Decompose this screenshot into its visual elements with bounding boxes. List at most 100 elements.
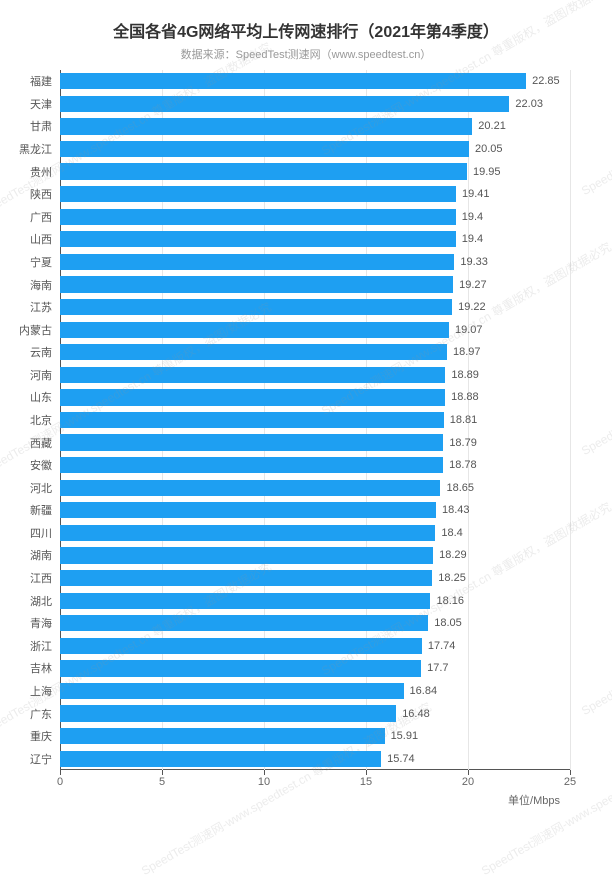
category-label: 青海 <box>30 615 60 631</box>
bar-row: 内蒙古19.07 <box>60 322 570 338</box>
value-label: 18.05 <box>428 617 462 629</box>
value-label: 19.22 <box>452 301 486 313</box>
bar <box>60 547 433 563</box>
value-label: 15.74 <box>381 753 415 765</box>
bar <box>60 638 422 654</box>
category-label: 广西 <box>30 209 60 225</box>
xtick-label: 5 <box>159 776 165 788</box>
bar <box>60 344 447 360</box>
bar-row: 上海16.84 <box>60 683 570 699</box>
bar-row: 河南18.89 <box>60 367 570 383</box>
bar <box>60 728 385 744</box>
bar-row: 新疆18.43 <box>60 502 570 518</box>
category-label: 黑龙江 <box>19 141 60 157</box>
value-label: 18.16 <box>430 595 464 607</box>
category-label: 西藏 <box>30 435 60 451</box>
bar <box>60 660 421 676</box>
bar-row: 重庆15.91 <box>60 728 570 744</box>
category-label: 甘肃 <box>30 118 60 134</box>
category-label: 天津 <box>30 96 60 112</box>
bar-row: 辽宁15.74 <box>60 751 570 767</box>
bar <box>60 118 472 134</box>
category-label: 贵州 <box>30 164 60 180</box>
bar-row: 四川18.4 <box>60 525 570 541</box>
bar-row: 湖北18.16 <box>60 593 570 609</box>
value-label: 22.85 <box>526 75 560 87</box>
bar <box>60 299 452 315</box>
value-label: 19.4 <box>456 233 483 245</box>
category-label: 辽宁 <box>30 751 60 767</box>
category-label: 陕西 <box>30 186 60 202</box>
value-label: 18.25 <box>432 572 466 584</box>
xtick-label: 25 <box>564 776 576 788</box>
bar-row: 山西19.4 <box>60 231 570 247</box>
bar-row: 甘肃20.21 <box>60 118 570 134</box>
category-label: 山东 <box>30 389 60 405</box>
bar <box>60 254 454 270</box>
value-label: 18.97 <box>447 346 481 358</box>
category-label: 湖南 <box>30 547 60 563</box>
value-label: 15.91 <box>385 730 419 742</box>
bar <box>60 276 453 292</box>
value-label: 18.81 <box>444 414 478 426</box>
category-label: 湖北 <box>30 593 60 609</box>
chart-title: 全国各省4G网络平均上传网速排行（2021年第4季度） <box>0 0 612 42</box>
watermark: SpeedTest测速网-www.speedtest.cn 尊重版权，盗图/数据… <box>578 278 612 459</box>
value-label: 22.03 <box>509 98 543 110</box>
xtick-mark <box>264 770 265 775</box>
bar <box>60 186 456 202</box>
category-label: 河北 <box>30 480 60 496</box>
category-label: 江苏 <box>30 299 60 315</box>
bar-row: 安徽18.78 <box>60 457 570 473</box>
bar <box>60 457 443 473</box>
bar <box>60 751 381 767</box>
bar-row: 广东16.48 <box>60 705 570 721</box>
bar <box>60 389 445 405</box>
value-label: 18.4 <box>435 527 462 539</box>
xtick-mark <box>570 770 571 775</box>
plot-region: 福建22.85天津22.03甘肃20.21黑龙江20.05贵州19.95陕西19… <box>60 70 570 770</box>
bar-row: 海南19.27 <box>60 276 570 292</box>
bar-row: 吉林17.7 <box>60 660 570 676</box>
bar-row: 北京18.81 <box>60 412 570 428</box>
bar-row: 河北18.65 <box>60 480 570 496</box>
xtick-label: 10 <box>258 776 270 788</box>
xtick-mark <box>366 770 367 775</box>
chart-subtitle: 数据来源：SpeedTest测速网（www.speedtest.cn） <box>0 42 612 62</box>
bar-row: 黑龙江20.05 <box>60 141 570 157</box>
bar <box>60 593 430 609</box>
bar <box>60 502 436 518</box>
bar-row: 贵州19.95 <box>60 163 570 179</box>
value-label: 17.7 <box>421 662 448 674</box>
bar-row: 广西19.4 <box>60 209 570 225</box>
bar <box>60 480 440 496</box>
category-label: 浙江 <box>30 638 60 654</box>
bar <box>60 615 428 631</box>
bar <box>60 231 456 247</box>
bar <box>60 683 404 699</box>
bar-row: 天津22.03 <box>60 96 570 112</box>
value-label: 19.41 <box>456 188 490 200</box>
xtick-label: 20 <box>462 776 474 788</box>
value-label: 19.4 <box>456 211 483 223</box>
bar-row: 江苏19.22 <box>60 299 570 315</box>
value-label: 19.95 <box>467 166 501 178</box>
value-label: 19.33 <box>454 256 488 268</box>
bar <box>60 525 435 541</box>
bar <box>60 570 432 586</box>
category-label: 海南 <box>30 277 60 293</box>
xtick-mark <box>162 770 163 775</box>
value-label: 18.79 <box>443 437 477 449</box>
xtick-label: 0 <box>57 776 63 788</box>
value-label: 19.07 <box>449 324 483 336</box>
x-axis-line <box>60 769 570 770</box>
value-label: 16.48 <box>396 708 430 720</box>
value-label: 20.21 <box>472 120 506 132</box>
chart-area: 福建22.85天津22.03甘肃20.21黑龙江20.05贵州19.95陕西19… <box>60 70 570 790</box>
category-label: 江西 <box>30 570 60 586</box>
value-label: 19.27 <box>453 279 487 291</box>
category-label: 福建 <box>30 73 60 89</box>
bar <box>60 367 445 383</box>
value-label: 18.65 <box>440 482 474 494</box>
watermark: SpeedTest测速网-www.speedtest.cn 尊重版权，盗图/数据… <box>578 538 612 719</box>
